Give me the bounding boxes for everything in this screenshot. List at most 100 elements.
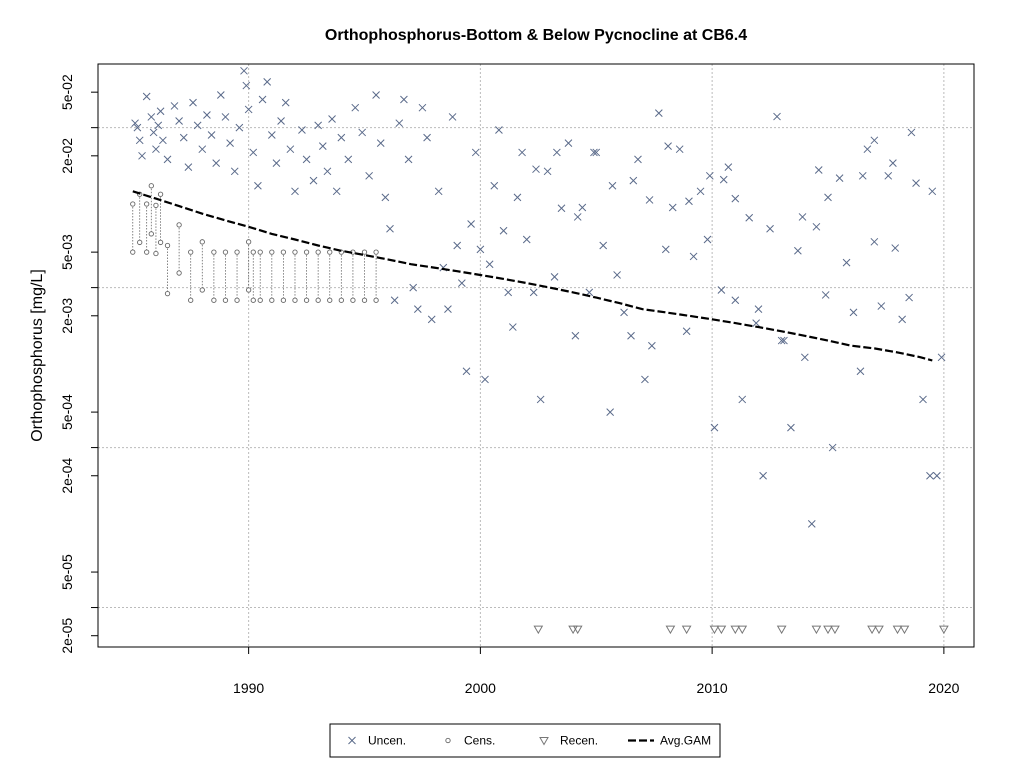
uncensored-point (244, 105, 253, 114)
recensored-point (830, 625, 840, 635)
uncensored-point (738, 395, 747, 404)
legend-items: Uncen. Cens. Recen. Avg.GAM (348, 734, 711, 748)
censored-point (144, 249, 150, 255)
uncensored-point (800, 353, 809, 362)
uncensored-point (212, 159, 221, 167)
uncensored-point (689, 252, 698, 261)
uncensored-point (376, 139, 385, 148)
censored-point (445, 737, 451, 744)
uncensored-point (254, 181, 262, 190)
uncensored-point (495, 126, 503, 134)
uncensored-point (138, 151, 146, 160)
uncensored-point (685, 197, 693, 206)
uncensored-point (752, 319, 761, 327)
censored-point (188, 249, 194, 255)
recensored-point (539, 737, 549, 746)
uncensored-point (508, 323, 517, 331)
y-tick-label: 2e-05 (59, 618, 75, 654)
censored-point (130, 249, 136, 255)
uncensored-point (858, 171, 867, 180)
uncensored-point (926, 471, 934, 480)
uncensored-point (418, 103, 427, 112)
uncensored-point (777, 336, 786, 345)
uncensored-point (696, 187, 705, 196)
recensored-point (811, 625, 822, 635)
uncensored-point (661, 245, 670, 254)
uncensored-point (759, 471, 767, 480)
uncensored-point (328, 115, 336, 123)
uncensored-point (937, 353, 946, 362)
y-tick-label: 2e-04 (59, 458, 75, 494)
uncensored-point (149, 128, 158, 137)
uncensored-point (235, 123, 244, 132)
censored-point (157, 239, 164, 246)
uncensored-point (291, 187, 299, 196)
censored-point (234, 297, 240, 303)
avg-gam-line (132, 190, 933, 362)
uncensored-point (381, 193, 390, 202)
uncensored-point (856, 367, 865, 376)
uncensored-point (358, 128, 367, 137)
grid-lines (98, 64, 974, 647)
uncensored-point (787, 423, 795, 432)
uncensored-point (798, 213, 807, 221)
uncensored-point (710, 423, 719, 432)
uncensored-point (675, 145, 684, 154)
legend-label: Cens. (464, 734, 495, 748)
x-tick-label: 2000 (465, 680, 496, 696)
censored-point (257, 249, 263, 255)
uncensored-point (780, 336, 788, 345)
y-tick-label: 5e-05 (59, 554, 75, 590)
recensored-point (716, 625, 727, 635)
y-tick-label: 2e-03 (59, 298, 75, 334)
y-tick-label: 2e-02 (59, 138, 75, 174)
uncensored-point (645, 196, 654, 204)
uncensored-point (745, 213, 754, 222)
uncensored-point (821, 291, 830, 299)
x-tick-label: 1990 (233, 680, 264, 696)
censored-point (373, 297, 379, 303)
uncensored-point (682, 327, 691, 336)
uncensored-point (812, 222, 821, 231)
uncensored-point (242, 81, 251, 90)
uncensored-point (629, 176, 638, 185)
y-tick-label: 5e-02 (59, 74, 75, 110)
gam-line (132, 190, 933, 362)
censored-point (250, 249, 256, 255)
uncensored-point (423, 133, 431, 142)
uncensored-point (337, 133, 346, 142)
uncensored-point (608, 181, 617, 190)
uncensored-point (898, 315, 907, 324)
censored-point (292, 297, 298, 303)
uncensored-point (203, 111, 211, 119)
uncensored-point (131, 119, 139, 128)
recensored-point (823, 625, 833, 635)
uncensored-point (198, 145, 207, 154)
legend-label: Uncen. (368, 734, 406, 748)
recensored-point (776, 625, 787, 635)
uncensored-point (553, 148, 561, 157)
uncensored-point (499, 226, 508, 235)
uncensored-point (536, 395, 545, 404)
uncensored-point (703, 235, 712, 244)
uncensored-point (216, 91, 225, 99)
censored-point (157, 191, 164, 197)
uncensored-point (170, 102, 179, 110)
censored-point (148, 231, 154, 237)
censored-point (176, 270, 182, 276)
uncensored-point (634, 155, 642, 164)
censored-point (153, 250, 159, 257)
recensored-point (939, 625, 949, 635)
censored-point (269, 297, 275, 303)
censored-point (245, 239, 252, 245)
legend-label: Avg.GAM (660, 734, 711, 748)
plot-frame (97, 63, 975, 648)
uncensored-point (226, 139, 234, 148)
censored-point (373, 249, 379, 255)
uncensored-point (444, 305, 452, 314)
uncensored-point (884, 171, 893, 180)
censor-connectors (132, 185, 377, 301)
uncensored-point (147, 113, 156, 121)
censored-point (250, 297, 256, 303)
recensored-point (681, 625, 692, 635)
